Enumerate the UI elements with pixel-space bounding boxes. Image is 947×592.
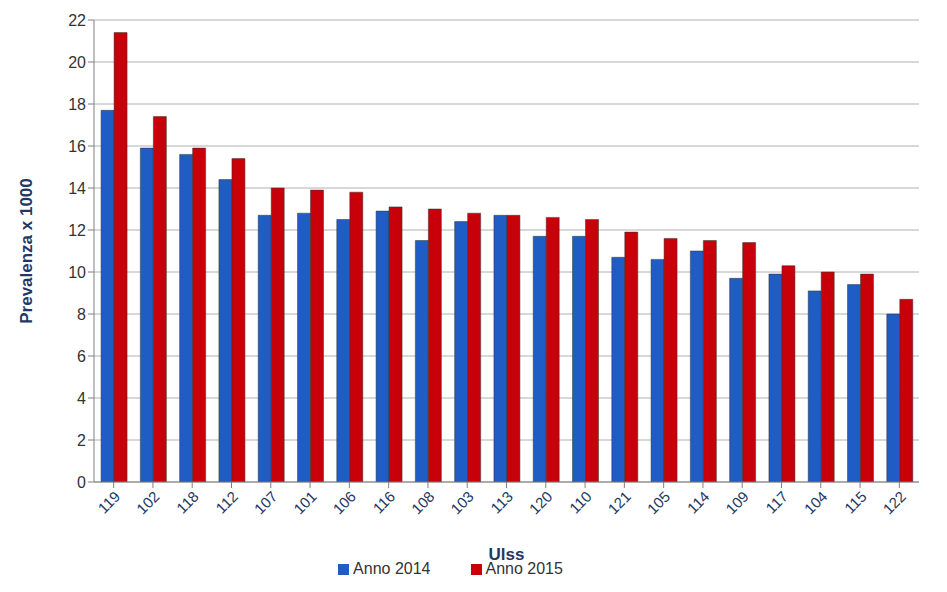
svg-text:108: 108	[408, 488, 438, 518]
svg-text:Prevalenza x 1000: Prevalenza x 1000	[17, 178, 36, 324]
html-text:Anno 2015: Anno 2015	[485, 560, 563, 577]
svg-text:119: 119	[94, 488, 123, 517]
svg-text:112: 112	[212, 488, 241, 517]
svg-text:110: 110	[566, 488, 595, 517]
svg-text:109: 109	[722, 488, 752, 518]
svg-text:10: 10	[68, 264, 86, 281]
svg-text:121: 121	[604, 488, 634, 518]
svg-text:0: 0	[77, 474, 86, 491]
svg-text:106: 106	[329, 488, 359, 518]
svg-text:2: 2	[77, 432, 86, 449]
svg-text:102: 102	[133, 488, 163, 518]
html-text:Anno 2014: Anno 2014	[353, 560, 431, 577]
svg-text:113: 113	[487, 488, 516, 517]
svg-text:117: 117	[762, 488, 791, 517]
svg-text:6: 6	[77, 348, 86, 365]
svg-text:12: 12	[68, 222, 86, 239]
svg-text:16: 16	[68, 138, 86, 155]
svg-text:116: 116	[369, 488, 398, 517]
svg-text:118: 118	[173, 488, 202, 517]
svg-text:105: 105	[644, 488, 674, 518]
svg-text:22: 22	[68, 12, 86, 29]
svg-text:107: 107	[251, 488, 281, 518]
svg-text:101: 101	[290, 488, 320, 518]
svg-text:18: 18	[68, 96, 86, 113]
svg-text:104: 104	[801, 488, 831, 518]
svg-text:Ulss: Ulss	[489, 545, 525, 564]
svg-text:4: 4	[77, 390, 86, 407]
svg-text:103: 103	[447, 488, 477, 518]
svg-text:114: 114	[684, 488, 713, 517]
svg-text:20: 20	[68, 54, 86, 71]
svg-text:14: 14	[68, 180, 86, 197]
svg-text:122: 122	[879, 488, 909, 518]
svg-text:8: 8	[77, 306, 86, 323]
svg-text:115: 115	[841, 488, 870, 517]
svg-text:120: 120	[526, 488, 556, 518]
